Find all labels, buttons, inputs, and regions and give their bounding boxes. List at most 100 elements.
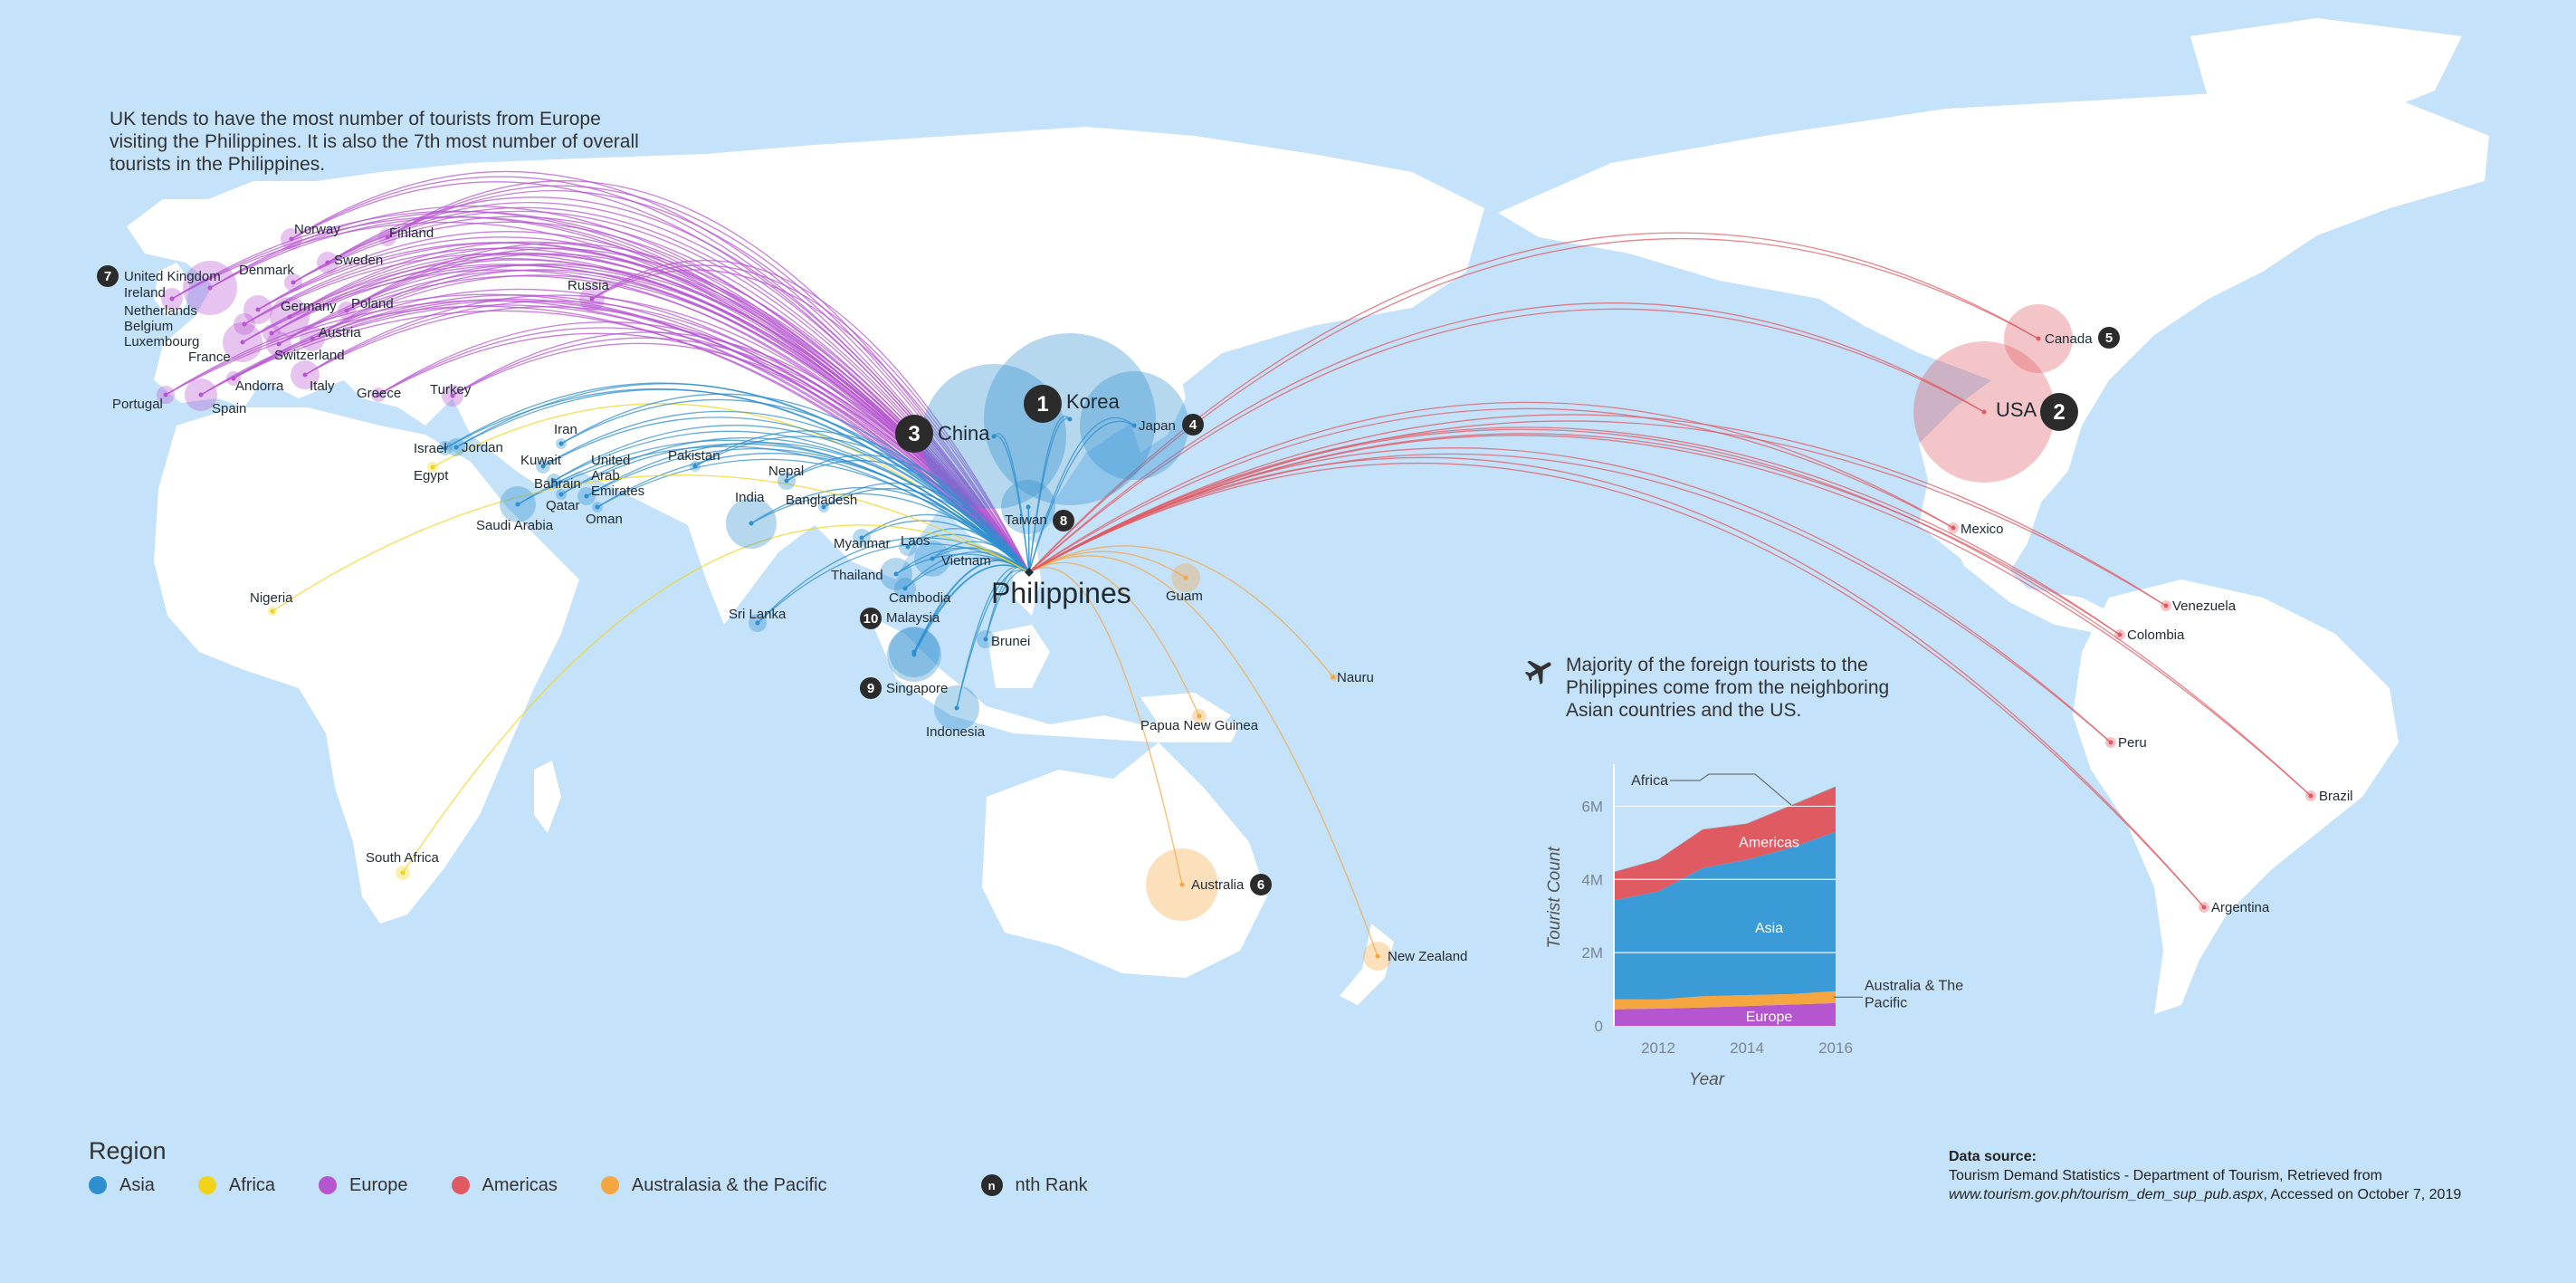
point-russia	[589, 296, 595, 302]
country-label-united-arab-emirates: United Arab Emirates	[591, 453, 644, 499]
arc-finland	[386, 185, 1030, 573]
land-new-zealand	[1340, 924, 1394, 1005]
arc-russia	[591, 260, 1030, 573]
arc-japan	[1028, 420, 1135, 573]
legend-label: nth Rank	[1015, 1174, 1088, 1195]
point-papua-new-guinea	[1197, 713, 1202, 719]
legend-label: Africa	[228, 1174, 276, 1195]
country-label-japan: Japan	[1139, 418, 1176, 434]
country-label-bahrain: Bahrain	[534, 476, 581, 492]
arc-cambodia	[904, 557, 1030, 589]
x-tick-label: 2012	[1641, 1039, 1675, 1057]
rank-number-malaysia: 10	[863, 611, 879, 627]
series-label-asia: Asia	[1755, 921, 1783, 936]
annotation-top: UK tends to have the most number of tour…	[110, 109, 639, 175]
hub-label: Philippines	[991, 577, 1131, 609]
country-label-singapore: Singapore	[886, 681, 948, 696]
country-label-korea: Korea	[1066, 390, 1120, 413]
legend-swatch-asia	[89, 1176, 107, 1194]
point-qatar	[558, 492, 564, 497]
series-label-americas: Americas	[1739, 836, 1799, 851]
point-pakistan	[692, 464, 698, 469]
arc-bangladesh	[823, 488, 1030, 573]
arc-russia	[591, 264, 1030, 573]
country-label-colombia: Colombia	[2127, 627, 2185, 643]
arc-korea	[1028, 416, 1071, 573]
point-poland	[344, 308, 349, 313]
legend-item-rank: n nth Rank	[980, 1174, 1088, 1196]
arc-mexico	[1028, 407, 1954, 573]
land-greenland	[2190, 18, 2462, 136]
point-india	[749, 521, 754, 526]
arc-new-zealand	[1028, 555, 1379, 957]
country-label-papua-new-guinea: Papua New Guinea	[1140, 718, 1259, 733]
area-australia-the-pacific	[1614, 991, 1836, 1010]
point-new-zealand	[1375, 953, 1380, 959]
arc-bahrain	[553, 425, 1030, 573]
country-labels: China 3 Korea 1 Japan 4 Taiwan 8 USA 2 Canada 5 Aust…	[97, 222, 2353, 964]
data-source: Data source: Tourism Demand Statistics -…	[1949, 1147, 2461, 1204]
country-label-south-africa: South Africa	[366, 850, 440, 866]
country-label-new-zealand: New Zealand	[1388, 949, 1467, 964]
arc-finland	[386, 180, 1030, 573]
point-guam	[1183, 575, 1188, 580]
arc-indonesia	[956, 569, 1030, 709]
arc-brazil	[1028, 435, 2312, 797]
land-africa	[154, 407, 579, 924]
arc-usa	[1028, 302, 1985, 573]
point-mexico	[1951, 525, 1956, 531]
country-label-malaysia: Malaysia	[886, 610, 940, 626]
point-argentina	[2201, 905, 2207, 910]
country-label-peru: Peru	[2118, 735, 2147, 751]
country-label-myanmar: Myanmar	[834, 536, 891, 551]
point-south-africa	[400, 870, 405, 876]
country-label-finland: Finland	[389, 225, 434, 241]
country-label-pakistan: Pakistan	[668, 448, 720, 464]
country-label-andorra: Andorra	[235, 378, 284, 394]
arc-switzerland	[278, 269, 1030, 573]
rank-number-korea: 1	[1036, 392, 1048, 416]
country-label-jordan: Jordan	[462, 440, 503, 455]
point-saudi-arabia	[515, 502, 520, 507]
country-label-vietnam: Vietnam	[941, 553, 991, 569]
country-label-poland: Poland	[351, 296, 394, 311]
arc-united-arab-emirates	[586, 442, 1030, 573]
point-portugal	[163, 392, 168, 397]
land-png	[1140, 693, 1231, 733]
point-spain	[198, 392, 204, 397]
rank-badge-singapore	[860, 677, 882, 699]
country-label-thailand: Thailand	[831, 568, 883, 583]
y-tick-label: 2M	[1581, 944, 1603, 962]
country-label-united-kingdom: United Kingdom	[124, 269, 221, 284]
country-label-laos: Laos	[901, 533, 930, 549]
country-label-bangladesh: Bangladesh	[786, 493, 857, 508]
rank-number-usa: 2	[2053, 400, 2065, 425]
source-line: Tourism Demand Statistics - Department o…	[1949, 1168, 2382, 1183]
arc-peru	[1028, 447, 2112, 743]
series-label-africa: Africa	[1631, 773, 1668, 789]
point-china	[991, 434, 997, 439]
arc-canada	[1028, 237, 2039, 573]
rank-badge-united-kingdom	[97, 265, 119, 287]
country-label-australia: Australia	[1191, 877, 1245, 893]
arc-russia	[591, 269, 1030, 573]
country-label-argentina: Argentina	[2211, 900, 2270, 915]
rank-number-singapore: 9	[867, 681, 874, 696]
country-label-ireland: Ireland	[124, 285, 166, 301]
series-label-europe: Europe	[1746, 1010, 1793, 1025]
country-label-luxembourg: Luxembourg	[124, 334, 199, 349]
legend-swatch-australasia	[600, 1176, 619, 1194]
point-australia	[1179, 882, 1185, 887]
country-label-taiwan: Taiwan	[1005, 512, 1047, 528]
point-venezuela	[2163, 603, 2169, 608]
arc-south-africa	[402, 524, 1030, 874]
country-label-denmark: Denmark	[239, 263, 294, 278]
land-indonesia	[869, 616, 1240, 742]
rank-number-china: 3	[908, 422, 920, 446]
legend: Region Asia Africa Europe Americas Austr…	[89, 1137, 1131, 1196]
point-jordan	[453, 445, 459, 450]
legend-item-africa: Africa	[197, 1174, 276, 1196]
land-south-america	[2073, 579, 2399, 1014]
point-iran	[558, 441, 564, 446]
country-label-venezuela: Venezuela	[2172, 598, 2237, 614]
